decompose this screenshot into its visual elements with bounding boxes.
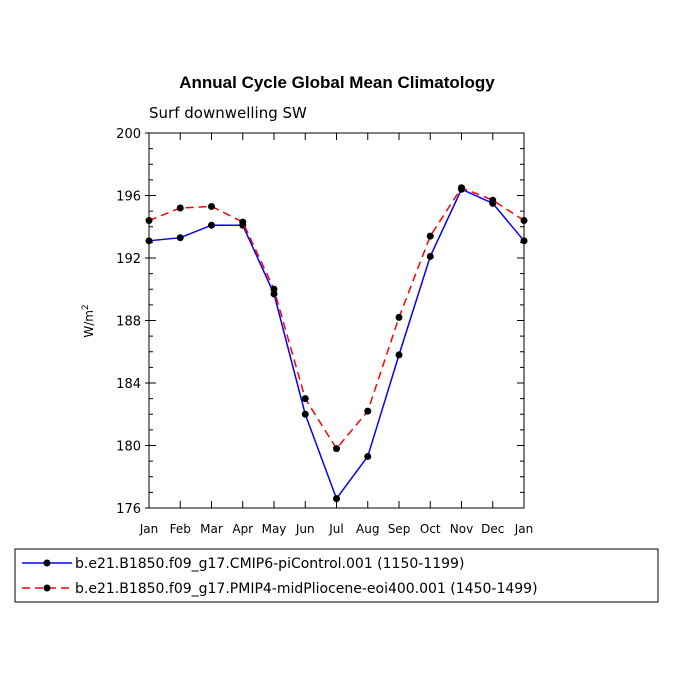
data-point xyxy=(333,445,340,453)
x-tick-label: May xyxy=(262,522,287,536)
data-point xyxy=(489,196,497,204)
data-point xyxy=(301,410,309,418)
series-line-2 xyxy=(148,186,525,450)
data-point xyxy=(301,395,309,403)
y-axis-label: W/m2 xyxy=(81,304,96,337)
x-tick-label: Jan xyxy=(139,522,159,536)
chart-title: Annual Cycle Global Mean Climatology xyxy=(179,73,495,92)
x-tick-label: Mar xyxy=(200,522,223,536)
legend-marker xyxy=(43,584,51,592)
x-tick-label: Jul xyxy=(328,522,343,536)
y-axis-label-superscript: 2 xyxy=(81,304,91,310)
data-point xyxy=(458,184,465,192)
legend-label-1: b.e21.B1850.f09_g17.CMIP6-piControl.001 … xyxy=(75,556,464,572)
x-tick-label: Dec xyxy=(481,522,504,536)
y-tick-label: 196 xyxy=(116,190,141,205)
chart-subtitle: Surf downwelling SW xyxy=(149,104,307,122)
data-point xyxy=(395,313,403,321)
data-point xyxy=(426,232,434,240)
axis-ticks: 176 180 184 188 192 196 200 Jan Feb Mar Apr May Jun J… xyxy=(116,127,533,536)
data-point xyxy=(395,351,403,359)
legend-label-2: b.e21.B1850.f09_g17.PMIP4-midPliocene-eo… xyxy=(75,581,538,597)
data-point xyxy=(364,407,372,415)
y-tick-label: 188 xyxy=(116,315,141,330)
plot-frame xyxy=(148,132,525,509)
series-line-1 xyxy=(148,188,525,501)
data-point xyxy=(333,495,340,503)
data-point xyxy=(270,285,278,293)
y-tick-label: 200 xyxy=(116,127,141,142)
x-tick-label: Sep xyxy=(388,522,411,536)
x-tick-label: Jan xyxy=(514,522,534,536)
legend-box xyxy=(14,548,659,603)
y-axis-label-text: W/m xyxy=(82,310,96,338)
data-point xyxy=(176,204,184,212)
data-point xyxy=(426,252,434,260)
x-tick-label: Aug xyxy=(356,522,379,536)
y-tick-label: 184 xyxy=(116,377,141,392)
series-layer xyxy=(145,184,528,503)
legend: b.e21.B1850.f09_g17.CMIP6-piControl.001 … xyxy=(14,548,659,603)
x-tick-label: Nov xyxy=(450,522,473,536)
x-tick-label: Jun xyxy=(295,522,315,536)
data-point xyxy=(208,221,215,229)
y-tick-label: 192 xyxy=(116,252,141,267)
data-point xyxy=(239,218,247,226)
data-point xyxy=(364,452,372,460)
x-tick-label: Oct xyxy=(420,522,441,536)
data-point xyxy=(176,234,184,242)
y-tick-label: 176 xyxy=(116,502,141,517)
x-tick-label: Feb xyxy=(170,522,191,536)
x-tick-label: Apr xyxy=(232,522,253,536)
y-tick-label: 180 xyxy=(116,440,141,455)
legend-marker xyxy=(43,559,51,567)
data-point xyxy=(208,202,215,210)
